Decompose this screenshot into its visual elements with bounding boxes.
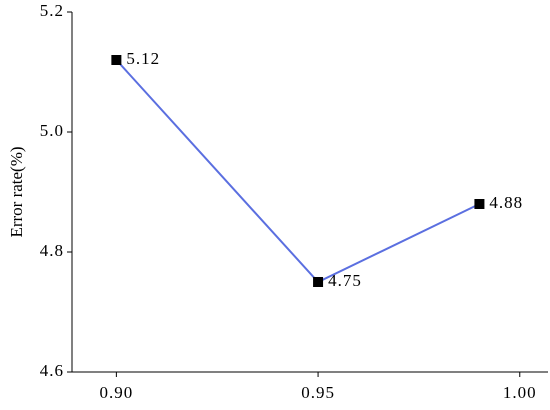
marker: [111, 55, 122, 65]
y-tick-label: 5.2: [40, 1, 64, 20]
x-tick-label: 0.90: [99, 383, 133, 402]
marker: [313, 277, 324, 287]
data-label: 4.75: [328, 271, 362, 290]
y-axis-label: Error rate(%): [7, 146, 26, 237]
x-tick-label: 0.95: [301, 383, 335, 402]
data-label: 4.88: [489, 193, 523, 212]
x-tick-label: 1.00: [503, 383, 537, 402]
y-tick-label: 4.6: [40, 361, 64, 380]
line: [115, 59, 480, 284]
y-tick-label: 5.0: [40, 121, 64, 140]
data-label: 5.12: [126, 49, 160, 68]
marker: [474, 199, 485, 209]
y-tick-label: 4.8: [40, 241, 64, 260]
